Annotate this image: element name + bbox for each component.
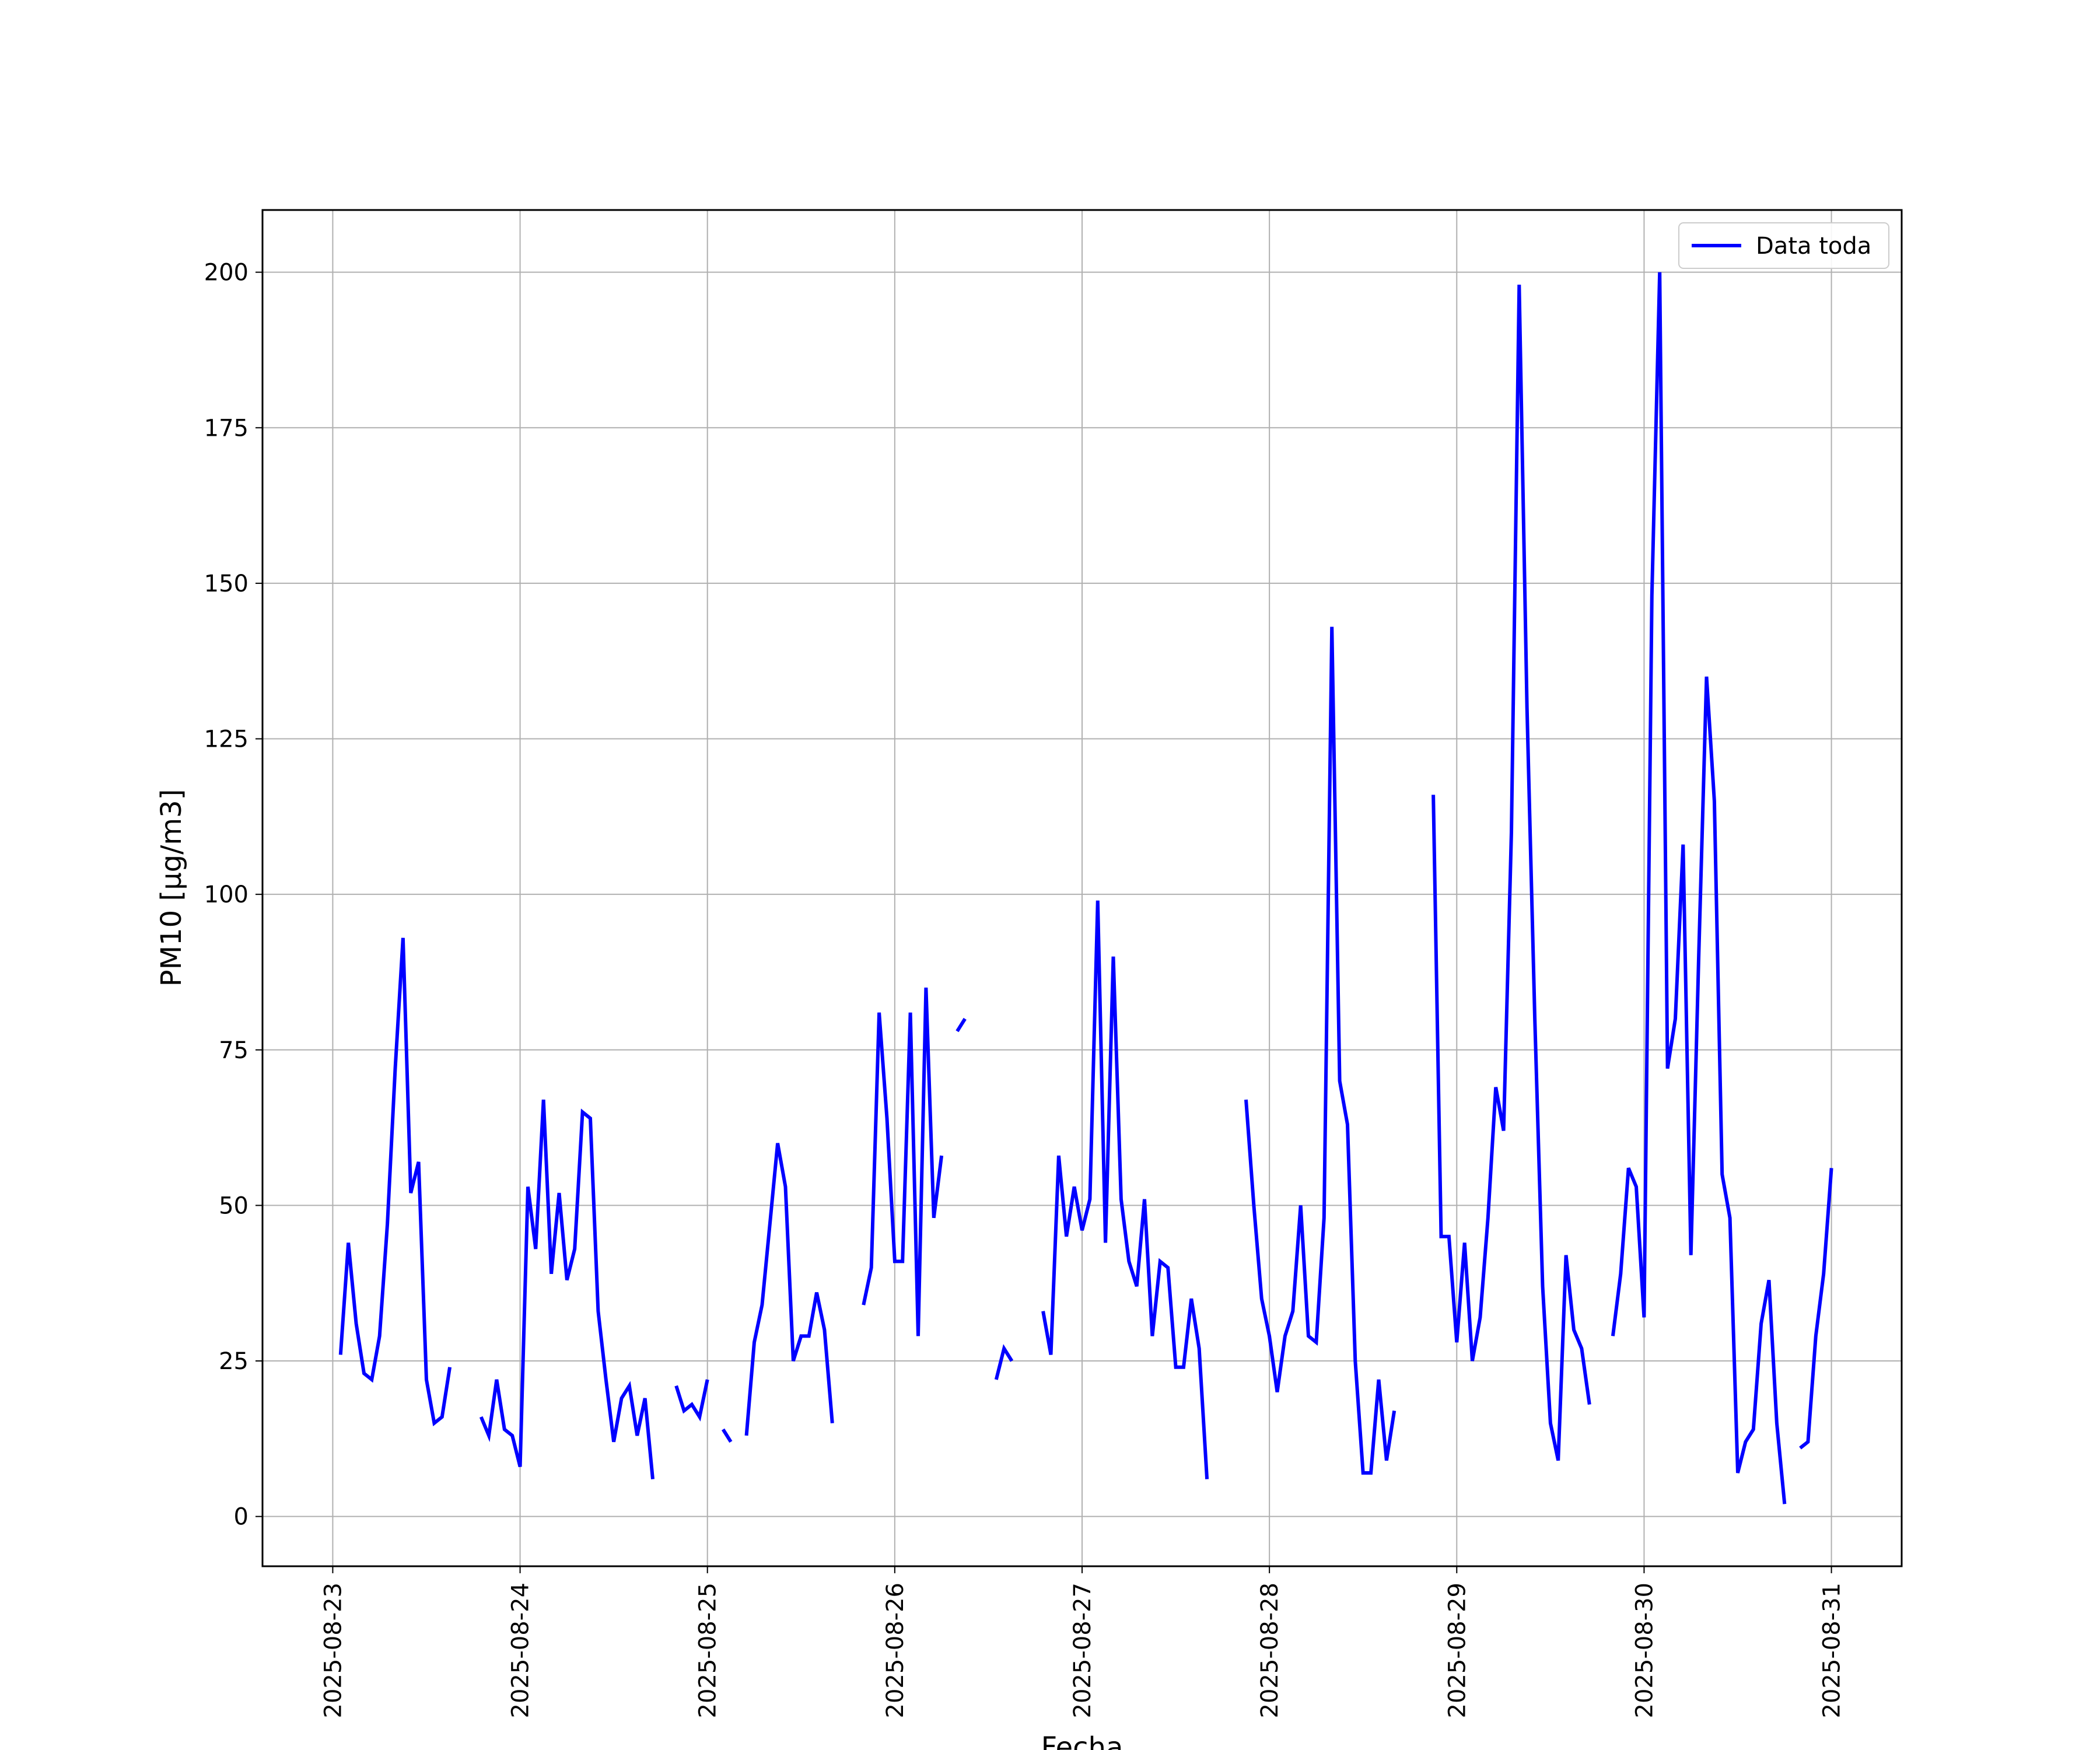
series-line-segment — [721, 1428, 733, 1443]
legend-box — [1678, 222, 1889, 269]
series-line-segment — [956, 1017, 967, 1032]
series-line-segment — [479, 1099, 654, 1479]
x-tick-label: 2025-08-29 — [1444, 1583, 1471, 1718]
series-line-segment — [338, 937, 452, 1427]
y-tick-label: 100 — [204, 881, 249, 908]
y-axis: 0 25 50 75 100 125 150 175 200 — [204, 260, 262, 1531]
series-line-segment — [1432, 284, 1591, 1461]
plot-lines — [338, 272, 1833, 1504]
x-tick-label: 2025-08-27 — [1069, 1583, 1096, 1718]
y-tick-label: 125 — [204, 726, 249, 753]
grid-lines — [262, 210, 1902, 1566]
series-line-segment — [862, 987, 944, 1336]
y-tick-label: 200 — [204, 260, 249, 286]
series-line-segment — [994, 1344, 1014, 1380]
x-tick-label: 2025-08-26 — [882, 1583, 909, 1718]
series-line-segment — [1799, 1168, 1833, 1450]
y-tick-label: 25 — [219, 1348, 249, 1375]
legend-label: Data toda — [1756, 233, 1871, 260]
series-line-segment — [1041, 900, 1209, 1479]
series-line-segment — [744, 1143, 834, 1436]
x-tick-label: 2025-08-30 — [1631, 1583, 1658, 1718]
series-line-segment — [1244, 626, 1396, 1475]
x-tick-label: 2025-08-28 — [1256, 1583, 1283, 1718]
series-line-segment — [1611, 272, 1787, 1504]
x-tick-label: 2025-08-31 — [1819, 1583, 1846, 1718]
y-axis-title: PM10 [μg/m3] — [155, 789, 188, 987]
x-axis-title: Fecha — [1041, 1731, 1124, 1750]
y-tick-label: 175 — [204, 415, 249, 442]
legend: Data toda — [1678, 222, 1889, 269]
series-line-segment — [674, 1379, 709, 1422]
x-tick-label: 2025-08-24 — [508, 1583, 534, 1718]
y-tick-label: 75 — [219, 1037, 249, 1064]
x-tick-label: 2025-08-23 — [320, 1583, 346, 1718]
x-axis: 2025-08-23 2025-08-24 2025-08-25 2025-08-26… — [320, 1566, 1846, 1718]
x-tick-label: 2025-08-25 — [695, 1583, 722, 1718]
y-tick-label: 50 — [219, 1192, 249, 1219]
y-tick-label: 150 — [204, 570, 249, 597]
y-tick-label: 0 — [234, 1504, 249, 1531]
